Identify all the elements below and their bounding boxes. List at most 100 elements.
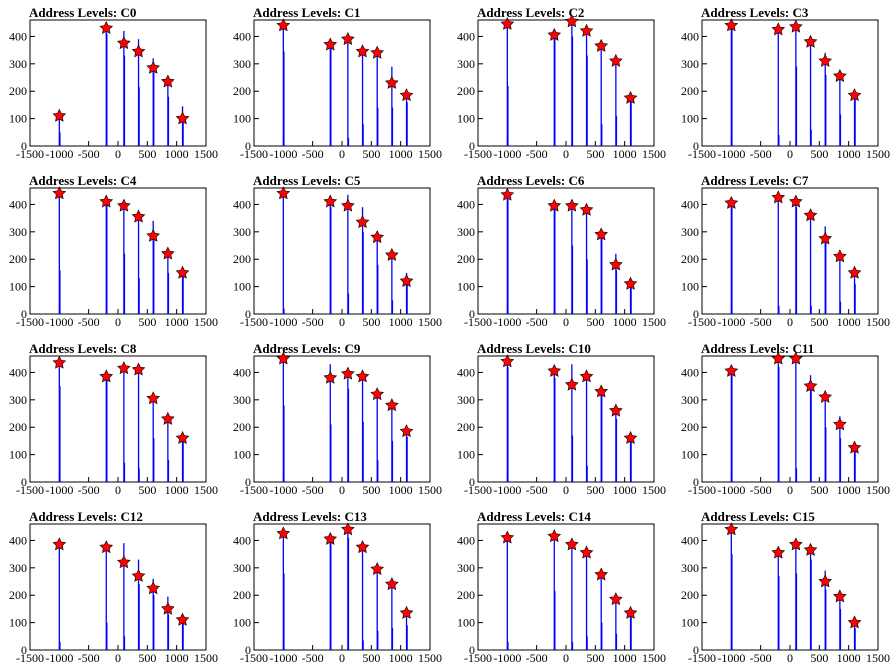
x-tick-label: 0 xyxy=(787,147,793,161)
peak-marker xyxy=(99,21,114,35)
peak-marker xyxy=(609,53,623,67)
x-tick-label: 1000 xyxy=(165,147,189,161)
x-tick-label: 1000 xyxy=(613,483,637,497)
y-tick-label: 0 xyxy=(245,643,251,657)
x-tick-label: -500 xyxy=(78,651,100,665)
peak-marker xyxy=(341,366,355,380)
x-tick-label: 500 xyxy=(810,651,828,665)
y-tick-label: 100 xyxy=(9,112,27,126)
peak-marker xyxy=(579,545,594,559)
peak-marker xyxy=(323,194,338,208)
y-tick-label: 0 xyxy=(21,307,27,321)
peak-marker xyxy=(724,195,739,209)
peak-marker xyxy=(117,36,131,50)
peak-marker xyxy=(146,581,161,595)
peak-marker xyxy=(609,403,623,417)
x-tick-label: -500 xyxy=(750,147,772,161)
peak-marker xyxy=(399,605,414,619)
peak-marker xyxy=(623,276,638,290)
x-tick-label: -1500 xyxy=(16,147,44,161)
x-tick-label: 1000 xyxy=(837,147,861,161)
y-tick-label: 300 xyxy=(233,393,251,407)
chart-title: Address Levels: C0 xyxy=(29,5,136,20)
x-tick-label: 1500 xyxy=(642,147,666,161)
peak-marker xyxy=(623,90,638,104)
y-tick-label: 300 xyxy=(233,561,251,575)
chart-panel: Address Levels: C14 0 100 200 300 400 -1500 -10… xyxy=(448,504,672,672)
x-tick-label: -1500 xyxy=(16,315,44,329)
x-tick-label: -1500 xyxy=(464,483,492,497)
y-tick-label: 0 xyxy=(21,139,27,153)
plot-frame xyxy=(29,187,207,315)
y-tick-label: 200 xyxy=(233,588,251,602)
y-tick-label: 200 xyxy=(681,252,699,266)
x-tick-label: -1500 xyxy=(16,483,44,497)
y-tick-label: 0 xyxy=(469,643,475,657)
x-tick-label: -500 xyxy=(78,483,100,497)
y-tick-label: 300 xyxy=(9,561,27,575)
peak-marker xyxy=(131,362,146,376)
y-tick-label: 300 xyxy=(9,57,27,71)
y-tick-label: 300 xyxy=(457,561,475,575)
y-tick-label: 400 xyxy=(457,365,475,379)
peak-marker xyxy=(146,60,161,74)
peak-marker xyxy=(818,389,833,403)
x-tick-label: 0 xyxy=(563,651,569,665)
x-tick-label: 1000 xyxy=(837,315,861,329)
x-tick-label: 1000 xyxy=(165,315,189,329)
peak-marker xyxy=(355,215,370,229)
chart-panel: Address Levels: C10 0 100 200 300 400 -1500 -10… xyxy=(448,336,672,504)
y-tick-label: 100 xyxy=(233,112,251,126)
chart-svg: Address Levels: C14 0 100 200 300 400 -1500 -10… xyxy=(457,509,666,665)
x-tick-label: -500 xyxy=(302,651,324,665)
y-tick-label: 400 xyxy=(457,197,475,211)
plot-frame xyxy=(477,19,655,147)
peak-marker xyxy=(847,615,862,629)
peak-marker xyxy=(370,45,385,59)
peak-marker xyxy=(547,529,562,543)
x-tick-label: 1500 xyxy=(642,315,666,329)
x-tick-label: -1000 xyxy=(269,315,297,329)
y-tick-label: 200 xyxy=(457,588,475,602)
peak-marker xyxy=(117,361,131,375)
y-tick-label: 0 xyxy=(469,139,475,153)
y-tick-label: 400 xyxy=(681,197,699,211)
chart-svg: Address Levels: C3 0 100 200 300 400 -1500 -100… xyxy=(681,5,890,161)
peak-marker xyxy=(355,540,370,554)
peak-marker xyxy=(803,378,818,392)
chart-panel: Address Levels: C2 0 100 200 300 400 -1500 -100… xyxy=(448,0,672,168)
y-tick-label: 100 xyxy=(233,448,251,462)
y-tick-label: 100 xyxy=(681,616,699,630)
x-tick-label: 500 xyxy=(138,147,156,161)
y-tick-label: 400 xyxy=(681,29,699,43)
chart-svg: Address Levels: C4 0 100 200 300 400 -1500 -100… xyxy=(9,173,218,329)
y-tick-label: 200 xyxy=(9,84,27,98)
plot-frame xyxy=(253,187,431,315)
chart-svg: Address Levels: C2 0 100 200 300 400 -1500 -100… xyxy=(457,5,666,161)
x-tick-label: 500 xyxy=(362,315,380,329)
peak-marker xyxy=(724,522,739,536)
peak-marker xyxy=(341,31,355,45)
y-tick-label: 100 xyxy=(681,280,699,294)
chart-svg: Address Levels: C0 0 100 200 300 400 -1500 -100… xyxy=(9,5,218,161)
chart-svg: Address Levels: C15 0 100 200 300 400 -1500 -10… xyxy=(681,509,890,665)
chart-svg: Address Levels: C13 0 100 200 300 400 -1500 -10… xyxy=(233,509,442,665)
peak-marker xyxy=(399,424,414,438)
peak-marker xyxy=(52,537,67,551)
peak-marker xyxy=(99,540,114,554)
x-tick-label: -1000 xyxy=(269,651,297,665)
x-tick-label: 0 xyxy=(787,651,793,665)
x-tick-label: -1500 xyxy=(688,147,716,161)
y-tick-label: 0 xyxy=(469,307,475,321)
x-tick-label: 1000 xyxy=(389,147,413,161)
peak-marker xyxy=(276,186,291,200)
x-tick-label: -500 xyxy=(78,315,100,329)
x-tick-label: 1000 xyxy=(389,315,413,329)
x-tick-label: 1500 xyxy=(642,483,666,497)
peak-marker xyxy=(547,198,562,212)
peak-marker xyxy=(500,354,515,368)
chart-title: Address Levels: C14 xyxy=(477,509,591,524)
y-tick-label: 400 xyxy=(9,365,27,379)
x-tick-label: -1000 xyxy=(717,147,745,161)
peak-marker xyxy=(847,440,862,454)
